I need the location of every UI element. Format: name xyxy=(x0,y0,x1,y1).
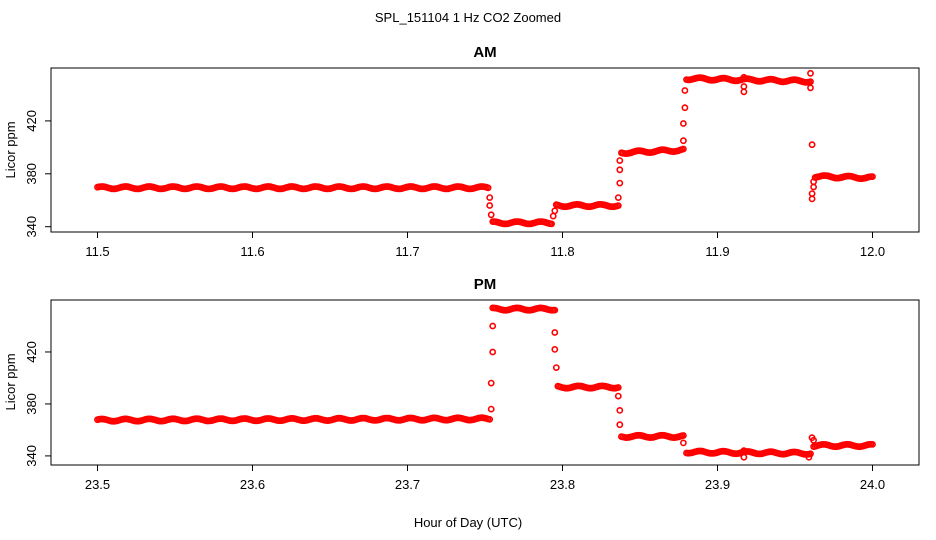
data-point xyxy=(616,406,624,414)
data-point xyxy=(489,348,497,356)
data-point xyxy=(551,345,559,353)
data-point xyxy=(869,173,876,180)
data-point xyxy=(551,306,559,314)
x-tick-label: 11.7 xyxy=(395,244,419,259)
data-point xyxy=(805,453,813,461)
am-panel-title: AM xyxy=(473,44,496,61)
pm-data-points xyxy=(94,304,876,461)
pm-axis-ticks: 23.5 23.6 23.7 23.8 23.9 24.0 340 380 420 xyxy=(24,341,885,492)
am-plot-frame xyxy=(50,67,920,233)
x-tick-label: 23.8 xyxy=(550,477,575,492)
x-tick-label: 11.5 xyxy=(85,244,109,259)
data-point xyxy=(807,69,814,77)
pm-panel-title: PM xyxy=(474,276,497,293)
data-point xyxy=(808,190,816,197)
am-panel: AM Licor ppm 11.5 11.6 11.7 11.8 11.9 12.0 340… xyxy=(3,44,920,259)
data-point xyxy=(552,364,560,371)
data-point xyxy=(807,84,814,92)
y-tick-label: 340 xyxy=(24,216,39,238)
data-point xyxy=(548,220,555,228)
x-tick-label: 11.6 xyxy=(240,244,264,259)
data-point xyxy=(808,195,816,203)
data-point xyxy=(614,194,622,201)
data-point xyxy=(614,384,622,391)
figure-title: SPL_151104 1 Hz CO2 Zoomed xyxy=(375,10,561,25)
pm-panel: PM Licor ppm 23.5 23.6 23.7 23.8 23.9 24.0 340… xyxy=(3,276,920,492)
am-y-axis-label: Licor ppm xyxy=(3,121,18,178)
data-point xyxy=(680,137,687,145)
data-point xyxy=(616,157,624,164)
data-point xyxy=(680,120,687,127)
pm-plot-frame xyxy=(50,299,920,466)
pm-y-axis-label: Licor ppm xyxy=(3,353,18,410)
data-point xyxy=(487,211,495,219)
data-point xyxy=(616,179,624,187)
data-point xyxy=(740,453,748,461)
y-tick-label: 340 xyxy=(24,445,39,467)
data-point xyxy=(869,440,876,448)
data-point xyxy=(614,202,622,209)
x-tick-label: 23.6 xyxy=(240,477,265,492)
x-axis-label: Hour of Day (UTC) xyxy=(414,515,522,530)
x-tick-label: 24.0 xyxy=(860,477,885,492)
data-point xyxy=(489,322,497,330)
data-point xyxy=(680,432,687,439)
data-point xyxy=(808,141,816,149)
data-point xyxy=(740,83,748,90)
data-point xyxy=(484,184,492,192)
data-point xyxy=(740,73,748,81)
data-point xyxy=(614,392,622,400)
data-point xyxy=(681,87,689,94)
data-point xyxy=(487,379,495,387)
data-point xyxy=(486,202,494,209)
data-point xyxy=(807,78,814,86)
data-point xyxy=(740,447,748,455)
data-point xyxy=(551,207,559,215)
data-point xyxy=(616,421,624,429)
x-tick-label: 23.9 xyxy=(705,477,730,492)
y-tick-label: 380 xyxy=(24,393,39,415)
y-tick-label: 420 xyxy=(24,110,39,132)
data-point xyxy=(680,145,687,153)
x-tick-label: 23.5 xyxy=(85,477,110,492)
x-tick-label: 12.0 xyxy=(860,244,885,259)
data-point xyxy=(680,439,687,447)
data-point xyxy=(810,178,817,186)
x-tick-label: 23.7 xyxy=(395,477,420,492)
y-tick-label: 380 xyxy=(24,163,39,185)
data-point xyxy=(740,88,748,96)
y-tick-label: 420 xyxy=(24,341,39,363)
data-point xyxy=(486,194,494,201)
data-point xyxy=(549,212,557,220)
data-point xyxy=(616,166,624,174)
data-point xyxy=(810,183,817,191)
am-data-points xyxy=(94,69,876,228)
data-point xyxy=(810,436,817,444)
data-point xyxy=(551,329,559,336)
data-point xyxy=(486,415,494,423)
data-point xyxy=(681,104,689,112)
data-point xyxy=(487,405,495,413)
x-tick-label: 11.8 xyxy=(550,244,574,259)
am-axis-ticks: 11.5 11.6 11.7 11.8 11.9 12.0 340 380 420 xyxy=(24,110,885,259)
data-point xyxy=(807,450,814,458)
x-tick-label: 11.9 xyxy=(705,244,729,259)
